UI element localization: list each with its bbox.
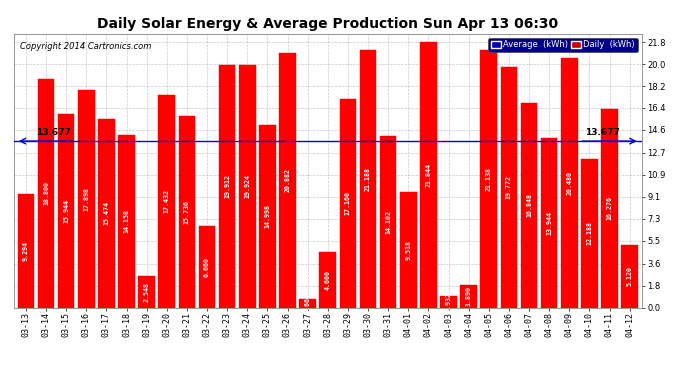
Text: 14.998: 14.998 <box>264 204 270 228</box>
Text: 15.944: 15.944 <box>63 198 69 222</box>
Bar <box>400 192 417 308</box>
Bar <box>480 50 497 308</box>
Text: 21.844: 21.844 <box>425 163 431 187</box>
Bar <box>561 58 578 308</box>
Text: 19.924: 19.924 <box>244 174 250 198</box>
Bar <box>339 99 356 308</box>
Bar <box>18 194 34 308</box>
Text: 5.120: 5.120 <box>627 266 633 286</box>
Legend: Average  (kWh), Daily  (kWh): Average (kWh), Daily (kWh) <box>489 38 638 52</box>
Bar <box>199 226 215 308</box>
Bar <box>319 252 336 308</box>
Bar <box>420 42 437 308</box>
Bar <box>440 296 457 307</box>
Text: 16.848: 16.848 <box>526 193 532 217</box>
Text: 17.432: 17.432 <box>164 189 170 213</box>
Text: 17.898: 17.898 <box>83 187 89 211</box>
Text: 21.138: 21.138 <box>486 167 492 191</box>
Bar <box>622 245 638 308</box>
Bar <box>581 159 598 308</box>
Text: 20.480: 20.480 <box>566 171 572 195</box>
Bar <box>359 50 376 308</box>
Text: 0.932: 0.932 <box>446 292 451 312</box>
Bar <box>541 138 558 308</box>
Bar <box>460 285 477 308</box>
Bar <box>380 136 396 308</box>
Text: 9.294: 9.294 <box>23 241 29 261</box>
Text: 19.912: 19.912 <box>224 174 230 198</box>
Text: Copyright 2014 Cartronics.com: Copyright 2014 Cartronics.com <box>20 42 151 51</box>
Bar <box>58 114 75 308</box>
Bar <box>501 67 517 308</box>
Text: 2.548: 2.548 <box>144 282 150 302</box>
Text: 18.800: 18.800 <box>43 181 49 205</box>
Bar <box>521 102 538 308</box>
Text: 14.158: 14.158 <box>124 209 130 233</box>
Text: 4.600: 4.600 <box>325 270 331 290</box>
Bar <box>299 299 316 307</box>
Text: 15.736: 15.736 <box>184 200 190 224</box>
Text: 19.772: 19.772 <box>506 175 512 199</box>
Text: 13.677: 13.677 <box>36 128 71 137</box>
Title: Daily Solar Energy & Average Production Sun Apr 13 06:30: Daily Solar Energy & Average Production … <box>97 17 558 31</box>
Bar <box>118 135 135 308</box>
Bar <box>179 116 195 308</box>
Text: 14.102: 14.102 <box>385 210 391 234</box>
Bar <box>219 65 235 308</box>
Text: 21.188: 21.188 <box>365 166 371 190</box>
Bar <box>159 95 175 308</box>
Bar <box>279 53 296 307</box>
Text: 15.474: 15.474 <box>104 201 110 225</box>
Bar <box>78 90 95 308</box>
Bar <box>601 110 618 308</box>
Bar <box>98 119 115 308</box>
Text: 20.882: 20.882 <box>284 168 290 192</box>
Text: 6.660: 6.660 <box>204 257 210 277</box>
Text: 9.518: 9.518 <box>405 240 411 260</box>
Text: 12.188: 12.188 <box>586 221 593 245</box>
Bar <box>139 276 155 308</box>
Text: 17.160: 17.160 <box>345 191 351 215</box>
Text: 16.276: 16.276 <box>607 196 613 220</box>
Bar <box>239 65 255 308</box>
Text: 13.677: 13.677 <box>584 128 620 137</box>
Text: 13.944: 13.944 <box>546 211 552 235</box>
Text: 1.890: 1.890 <box>466 286 472 306</box>
Text: 0.664: 0.664 <box>304 294 310 314</box>
Bar <box>259 125 275 308</box>
Bar <box>38 79 55 308</box>
